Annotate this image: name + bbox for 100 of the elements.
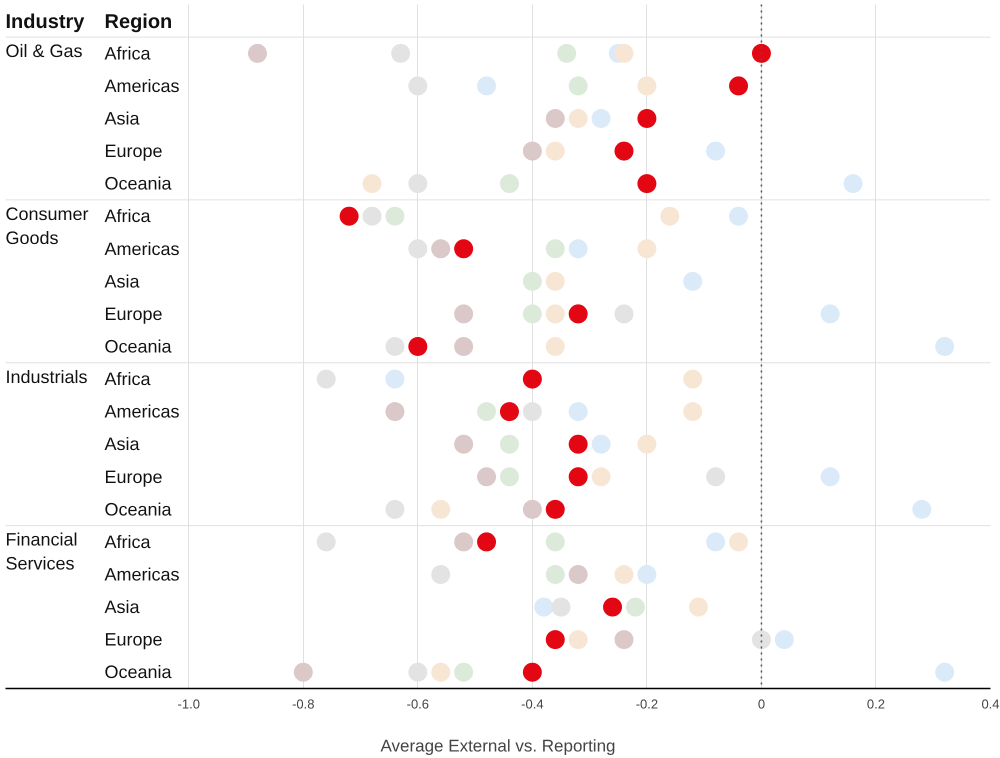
annotation: Industrials bbox=[6, 366, 88, 387]
point bbox=[500, 402, 519, 422]
point bbox=[568, 630, 588, 650]
point bbox=[683, 370, 702, 389]
point bbox=[912, 500, 932, 519]
point bbox=[637, 76, 656, 96]
point bbox=[431, 500, 450, 519]
point bbox=[660, 206, 680, 226]
point bbox=[546, 272, 565, 291]
point bbox=[706, 142, 726, 161]
point bbox=[551, 598, 570, 617]
point bbox=[637, 239, 656, 258]
point bbox=[454, 337, 474, 356]
point bbox=[454, 239, 474, 258]
point bbox=[385, 500, 404, 519]
point bbox=[568, 304, 588, 324]
point bbox=[774, 630, 794, 650]
point bbox=[614, 630, 634, 650]
point bbox=[431, 565, 450, 584]
y-tick-label: Africa bbox=[104, 532, 152, 552]
point bbox=[683, 272, 702, 291]
point bbox=[454, 662, 474, 682]
y-tick-label: Americas bbox=[104, 402, 180, 422]
point bbox=[391, 44, 410, 63]
point bbox=[592, 109, 611, 128]
x-tick-label: 0.2 bbox=[866, 696, 886, 712]
y-tick-label: Europe bbox=[104, 304, 163, 324]
point bbox=[688, 598, 708, 617]
point bbox=[637, 109, 656, 128]
point bbox=[614, 304, 634, 324]
point bbox=[592, 434, 611, 454]
y-tick-label: Oceania bbox=[104, 336, 173, 356]
point bbox=[454, 532, 474, 552]
point bbox=[477, 402, 496, 422]
y-tick-label: Asia bbox=[104, 271, 141, 292]
point bbox=[592, 467, 611, 486]
point bbox=[546, 532, 565, 552]
point bbox=[729, 76, 748, 96]
point bbox=[522, 142, 542, 161]
point bbox=[385, 402, 404, 422]
point bbox=[752, 630, 771, 650]
annotation: Financial Services bbox=[6, 530, 78, 574]
point bbox=[568, 239, 588, 258]
y-tick-label: Africa bbox=[104, 43, 152, 64]
point bbox=[340, 206, 359, 226]
point bbox=[522, 402, 542, 422]
point bbox=[522, 272, 542, 291]
y-tick-label: Europe bbox=[104, 141, 163, 162]
point bbox=[568, 467, 588, 486]
point bbox=[637, 565, 656, 584]
point bbox=[294, 662, 313, 682]
point bbox=[477, 76, 496, 96]
point bbox=[546, 239, 565, 258]
y-tick-label: Africa bbox=[104, 206, 152, 226]
x-tick-label: 0 bbox=[758, 696, 766, 712]
point bbox=[408, 337, 428, 356]
point bbox=[477, 467, 496, 486]
point bbox=[522, 304, 542, 324]
point bbox=[500, 434, 519, 454]
x-axis-title: Average External vs. Reporting bbox=[380, 736, 616, 756]
point bbox=[546, 500, 565, 519]
point bbox=[729, 532, 748, 552]
point bbox=[637, 434, 656, 454]
y-tick-label: Oceania bbox=[104, 499, 173, 520]
x-tick-label: -0.6 bbox=[406, 696, 430, 712]
point bbox=[454, 434, 474, 454]
y-tick-label: Americas bbox=[104, 564, 180, 584]
point bbox=[454, 304, 474, 324]
y-tick-label: Americas bbox=[104, 76, 180, 96]
point bbox=[614, 44, 634, 63]
x-tick-label: -1.0 bbox=[178, 696, 200, 712]
point bbox=[568, 434, 588, 454]
point bbox=[362, 174, 382, 194]
annotation: Industry bbox=[6, 11, 86, 34]
y-tick-label: Oceania bbox=[104, 174, 173, 194]
y-tick-label: Oceania bbox=[104, 662, 173, 682]
point bbox=[603, 598, 622, 617]
point bbox=[706, 532, 726, 552]
y-tick-label: Europe bbox=[104, 630, 163, 650]
point bbox=[568, 402, 588, 422]
point bbox=[431, 239, 450, 258]
x-tick-label: -0.8 bbox=[292, 696, 314, 712]
point bbox=[546, 304, 565, 324]
point bbox=[568, 109, 588, 128]
point bbox=[408, 239, 428, 258]
point bbox=[729, 206, 748, 226]
point bbox=[614, 142, 634, 161]
point bbox=[568, 76, 588, 96]
point bbox=[546, 337, 565, 356]
point bbox=[248, 44, 267, 63]
point bbox=[683, 402, 702, 422]
point bbox=[820, 304, 840, 324]
point bbox=[706, 467, 726, 486]
x-tick-label: 0.4 bbox=[981, 696, 1000, 712]
annotation: Oil & Gas bbox=[6, 41, 83, 62]
point bbox=[522, 500, 542, 519]
point bbox=[316, 370, 336, 389]
point bbox=[522, 662, 542, 682]
point bbox=[820, 467, 840, 486]
point bbox=[500, 467, 519, 486]
